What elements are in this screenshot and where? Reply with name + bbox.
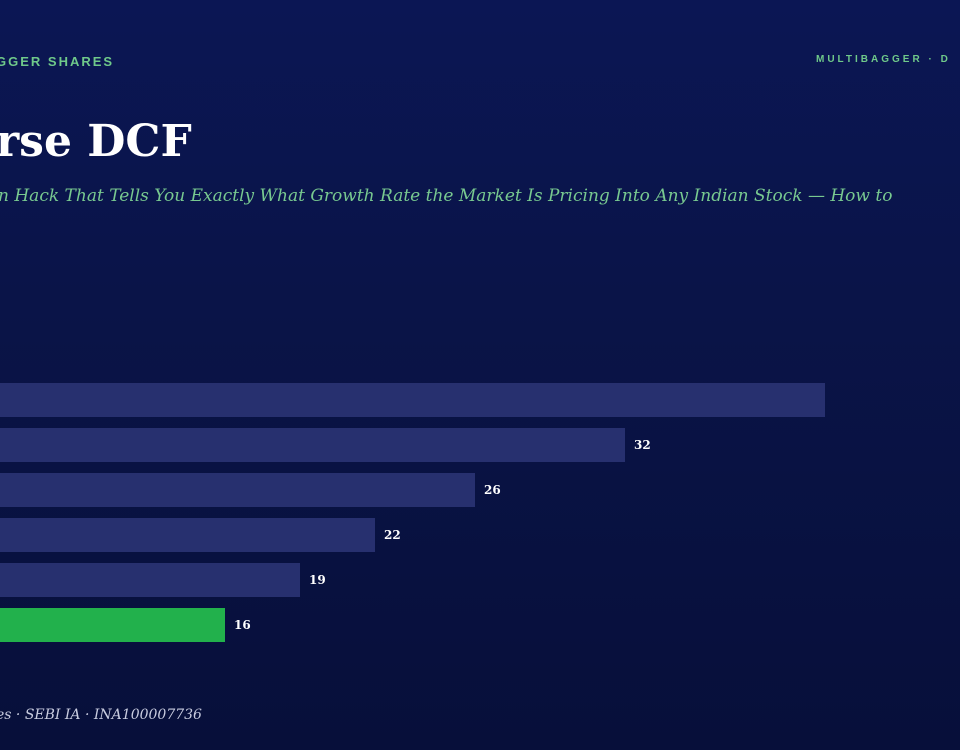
bar-2 — [0, 473, 475, 507]
bar-value-label: 32 — [634, 438, 651, 452]
bar-4 — [0, 563, 300, 597]
footer-credit: es · SEBI IA · INA100007736 — [0, 707, 202, 723]
page-subtitle: n Hack That Tells You Exactly What Growt… — [0, 186, 893, 206]
brand-left: GGER SHARES — [0, 54, 115, 69]
bar-0 — [0, 383, 825, 417]
bar-value-label: 22 — [384, 528, 401, 542]
bar-3 — [0, 518, 375, 552]
bar-value-label: 16 — [234, 618, 251, 632]
bar-1 — [0, 428, 625, 462]
page-title: rse DCF — [0, 116, 192, 167]
brand-right: MULTIBAGGER · D — [816, 54, 951, 65]
bar-5 — [0, 608, 225, 642]
bar-chart: 32 26 22 19 16 — [0, 383, 825, 642]
bar-value-label: 26 — [484, 483, 501, 497]
bar-value-label: 19 — [309, 573, 326, 587]
